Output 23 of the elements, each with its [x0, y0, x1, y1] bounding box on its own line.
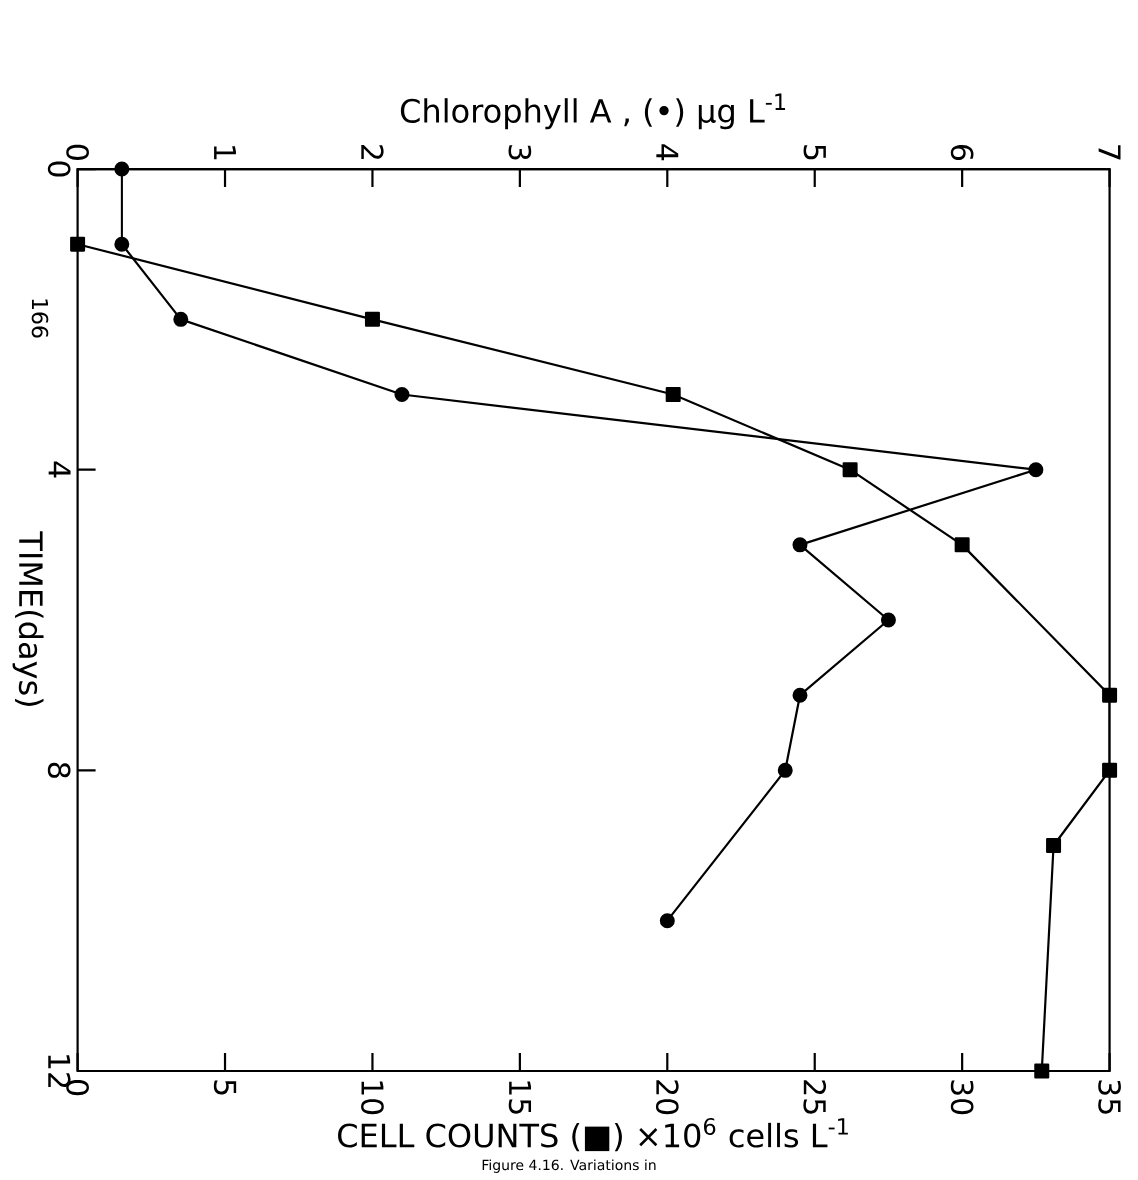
x2-tick-label: 7 [1098, 145, 1121, 160]
x-tick-label: 5 [213, 1080, 237, 1095]
y-axis-title: TIME(days) [12, 531, 44, 706]
x-tick-label: 30 [950, 1080, 974, 1115]
y-tick-label: 4 [48, 461, 71, 478]
caption: Figure 4.16. Variations in [482, 1159, 656, 1173]
x2-tick-label: 6 [950, 144, 974, 161]
x2-axis-title: Chlorophyll A , (•) μg L$^{-1}$ [400, 93, 786, 130]
x-tick-label: 35 [1098, 1080, 1121, 1114]
x2-tick-label: 1 [214, 146, 236, 160]
x2-tick-label: 5 [803, 145, 826, 160]
x-tick-label: 25 [803, 1080, 827, 1114]
x2-tick-label: 4 [656, 144, 679, 161]
x2-tick-label: 2 [361, 145, 384, 159]
x2-tick-label: 3 [508, 145, 532, 160]
text: 166 [31, 299, 49, 338]
x-tick-label: 15 [508, 1081, 532, 1114]
x-tick-label: 10 [361, 1081, 384, 1115]
y-tick-label: 0 [47, 161, 71, 177]
x-tick-label: 20 [655, 1080, 679, 1115]
x2-tick-label: 0 [66, 144, 89, 160]
y-tick-label: 8 [47, 762, 71, 778]
x-axis-title: CELL COUNTS (■) ×10$^{6}$ cells L$^{-1}$ [338, 1117, 848, 1152]
